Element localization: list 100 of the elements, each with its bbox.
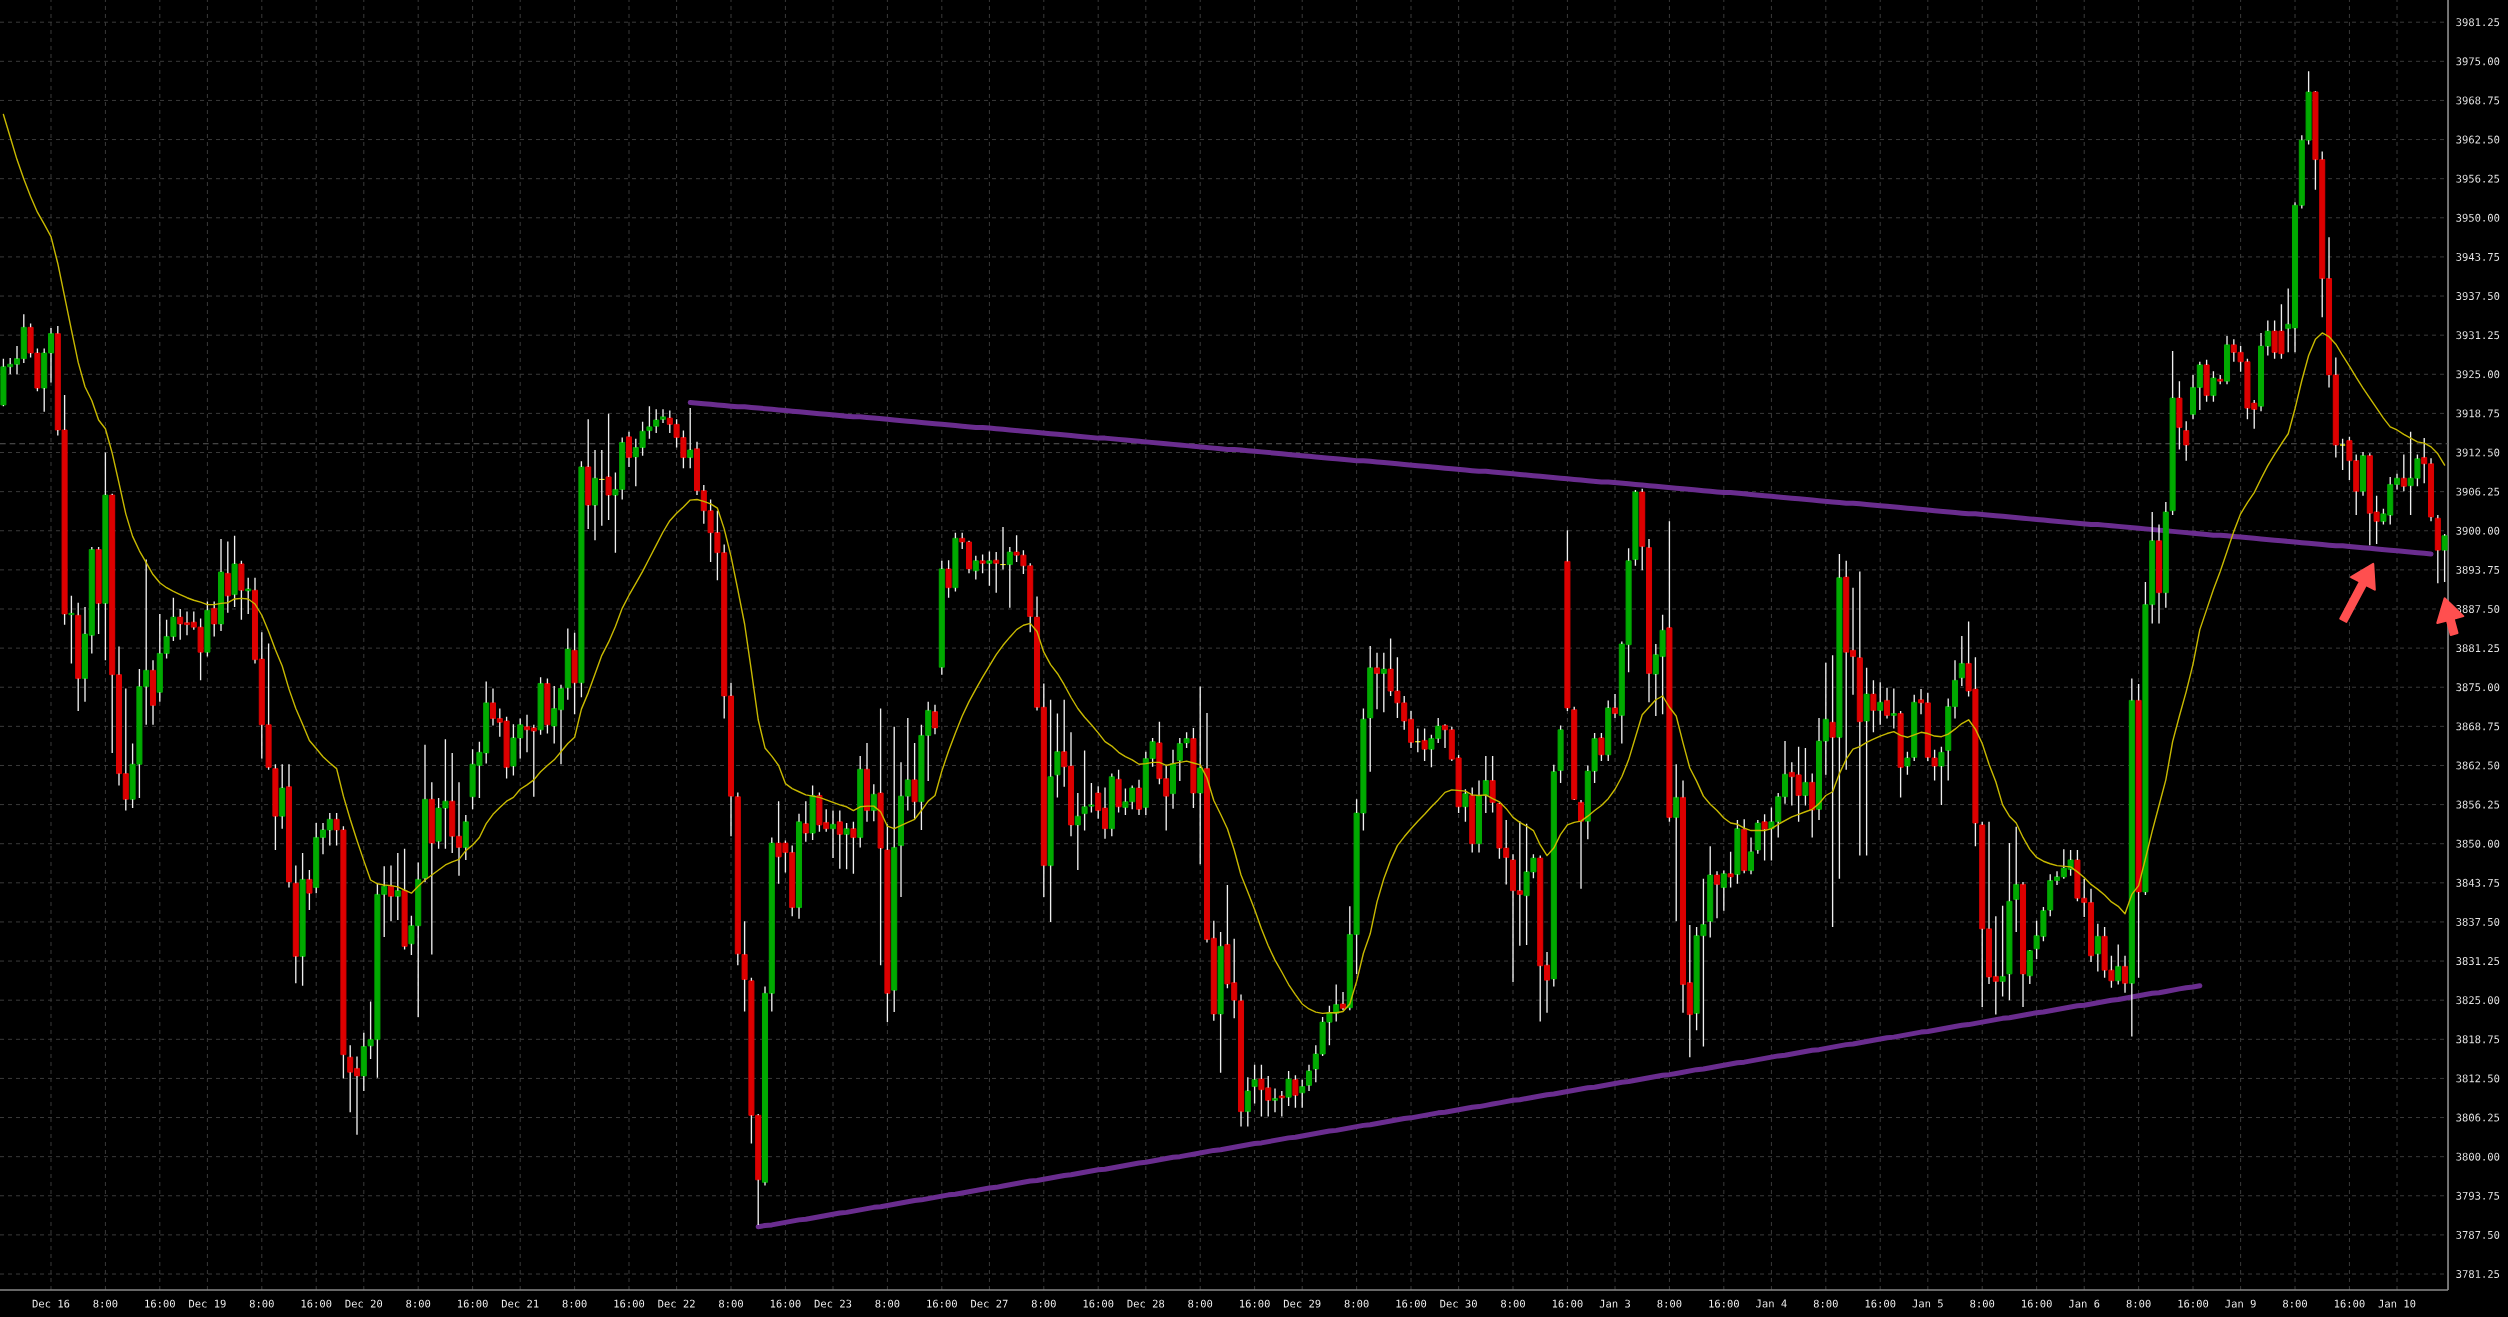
candlestick	[1299, 1079, 1306, 1109]
x-tick-label: Jan 3	[1599, 1299, 1631, 1308]
candlestick	[625, 431, 633, 468]
x-tick-label: Dec 27	[971, 1299, 1008, 1308]
candlestick	[945, 559, 952, 599]
y-tick-label: 3893.75	[2456, 565, 2500, 574]
candlestick	[224, 540, 231, 614]
candlestick	[1863, 667, 1870, 857]
y-tick-label: 3943.75	[2456, 252, 2500, 261]
candlestick	[591, 449, 599, 541]
candlestick	[299, 852, 306, 987]
y-tick-label: 3956.25	[2456, 174, 2500, 183]
candlestick	[2162, 501, 2169, 609]
candlestick	[95, 546, 102, 635]
candlestick	[1727, 851, 1734, 889]
candlestick	[2360, 451, 2367, 497]
y-tick-label: 3800.00	[2456, 1152, 2500, 1161]
candlestick	[578, 460, 585, 698]
y-tick-label: 3843.75	[2456, 878, 2500, 887]
y-tick-label: 3818.75	[2456, 1035, 2500, 1044]
candlestick	[1251, 1063, 1258, 1105]
candlestick	[217, 538, 225, 632]
candlestick	[1666, 520, 1673, 823]
candlestick	[2156, 523, 2163, 625]
candlestick	[2434, 514, 2441, 584]
candlestick	[1475, 779, 1483, 854]
candlestick	[279, 763, 286, 830]
candlestick	[1305, 1063, 1313, 1092]
candlestick	[2128, 677, 2135, 1038]
x-tick-label: 16:00	[1709, 1299, 1739, 1308]
y-tick-label: 3975.00	[2456, 57, 2500, 66]
candlestick	[986, 550, 993, 587]
y-tick-label: 3875.00	[2456, 683, 2500, 692]
candlestick	[1734, 819, 1741, 885]
candlestick	[2176, 380, 2183, 451]
y-tick-label: 3868.75	[2456, 722, 2500, 731]
x-tick-label: Dec 16	[32, 1299, 70, 1308]
x-tick-label: 16:00	[2334, 1299, 2365, 1308]
x-tick-label: 8:00	[1657, 1299, 1682, 1308]
candlestick	[1639, 488, 1646, 571]
y-tick-label: 3981.25	[2456, 18, 2500, 27]
candlestick	[1564, 529, 1571, 712]
candlestick	[272, 763, 279, 851]
x-tick-label: 16:00	[2178, 1299, 2209, 1308]
candlestick	[1374, 652, 1381, 710]
y-tick-label: 3918.75	[2456, 409, 2500, 418]
candlestick	[993, 551, 1000, 594]
candlestick	[1421, 727, 1428, 762]
candlestick	[68, 595, 75, 665]
candlestick	[1761, 813, 1768, 862]
candlestick	[1829, 654, 1836, 928]
candlestick	[2183, 420, 2190, 462]
candlestick	[394, 852, 401, 921]
candlestick	[1169, 749, 1177, 810]
x-tick-label: Dec 21	[501, 1299, 539, 1308]
x-tick-label: Dec 29	[1283, 1299, 1321, 1308]
candlestick	[1074, 792, 1081, 871]
candlestick	[1197, 685, 1204, 866]
candlestick	[1482, 755, 1489, 814]
x-tick-label: 16:00	[1865, 1299, 1896, 1308]
candlestick	[2006, 842, 2013, 1001]
x-tick-label: 16:00	[1240, 1299, 1270, 1308]
x-tick-label: 8:00	[719, 1299, 743, 1308]
candlestick	[850, 821, 857, 875]
y-tick-label: 3812.50	[2456, 1074, 2500, 1083]
x-tick-label: Jan 4	[1756, 1299, 1787, 1308]
candlestick	[1802, 747, 1809, 807]
x-tick-label: Dec 23	[814, 1299, 852, 1308]
candlestick	[1720, 869, 1727, 912]
candlestick	[2115, 943, 2122, 986]
candlestick	[1462, 788, 1469, 823]
candlestick	[836, 809, 843, 870]
candlestick	[571, 632, 578, 715]
y-tick-label: 3793.75	[2456, 1191, 2500, 1200]
candlestick	[1958, 635, 1965, 687]
y-tick-label: 3962.50	[2456, 135, 2500, 144]
candlestick	[1884, 687, 1891, 720]
candlestick	[1054, 712, 1061, 799]
candlestick	[1877, 681, 1884, 726]
x-tick-label: 8:00	[93, 1299, 118, 1308]
candlestick	[1367, 645, 1374, 773]
candlestick	[306, 869, 313, 911]
y-tick-label: 3912.50	[2456, 448, 2500, 457]
candlestick	[857, 755, 864, 849]
x-tick-label: Jan 9	[2225, 1299, 2256, 1308]
candlestick	[231, 535, 238, 608]
x-tick-label: Dec 28	[1127, 1299, 1165, 1308]
x-tick-label: 8:00	[249, 1299, 274, 1308]
x-tick-label: Jan 5	[1912, 1299, 1943, 1308]
x-tick-label: 16:00	[1552, 1299, 1583, 1308]
candlestick	[1217, 931, 1224, 1074]
x-tick-label: 8:00	[1813, 1299, 1838, 1308]
candlestick	[462, 814, 469, 861]
candlestick	[911, 742, 918, 820]
x-tick-label: Dec 20	[345, 1299, 383, 1308]
x-tick-label: 8:00	[1344, 1299, 1369, 1308]
candlestick	[75, 602, 82, 712]
candlestick	[149, 659, 157, 726]
x-tick-label: Jan 10	[2378, 1299, 2416, 1308]
candlestick	[1897, 710, 1904, 799]
